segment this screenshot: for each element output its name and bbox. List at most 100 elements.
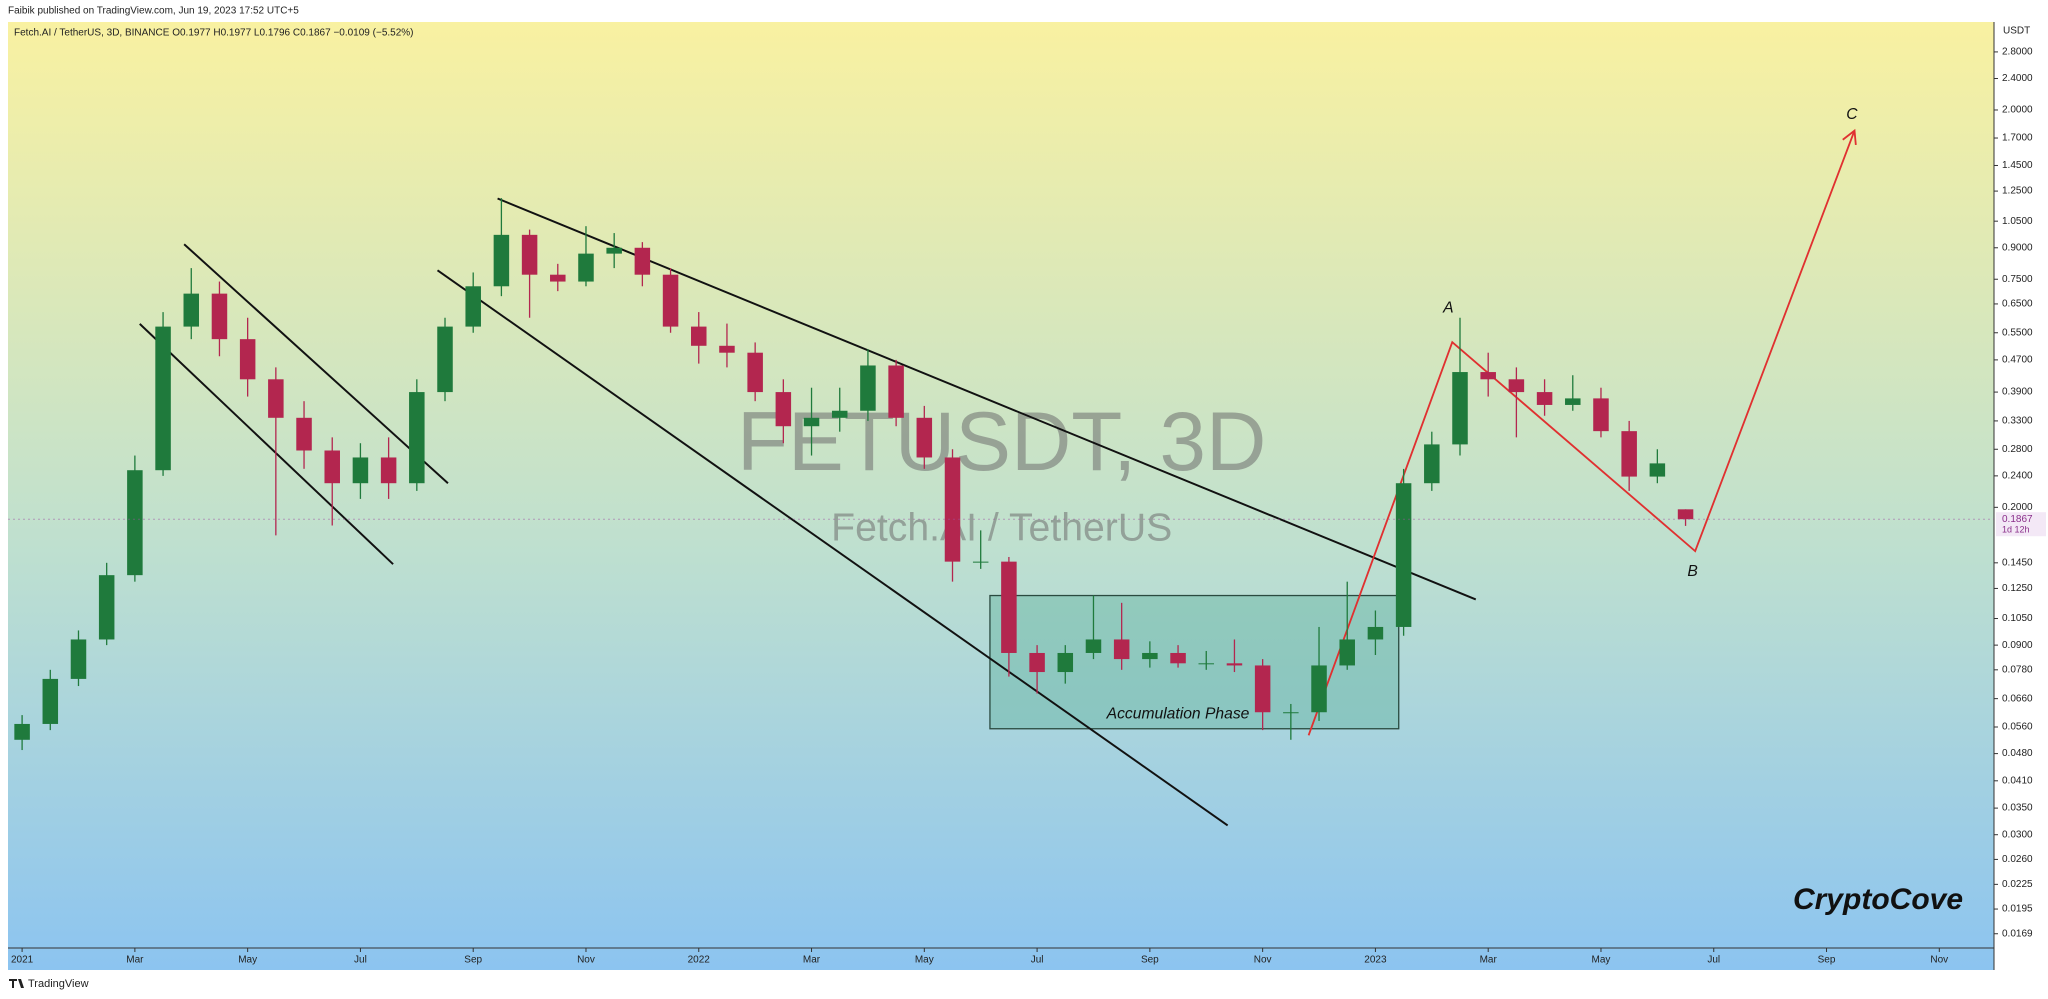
- candle-body: [296, 417, 312, 451]
- candle-body: [409, 392, 425, 484]
- y-tick-label: 1.0500: [2002, 216, 2033, 227]
- candle-body: [550, 274, 566, 282]
- candle-body: [1424, 444, 1440, 484]
- candle-body: [1536, 392, 1553, 405]
- x-tick-label: Mar: [1480, 955, 1498, 966]
- x-tick-label: Mar: [126, 955, 144, 966]
- y-tick-label: 0.6500: [2002, 299, 2033, 310]
- candle-body: [972, 561, 989, 563]
- x-tick-label: Mar: [803, 955, 821, 966]
- y-tick-label: 0.0900: [2002, 640, 2033, 651]
- candle-body: [1283, 712, 1299, 714]
- y-tick-label: 0.0260: [2002, 854, 2033, 865]
- zone-label: Accumulation Phase: [1106, 706, 1250, 723]
- publisher: Faibik published on TradingView.com, Jun…: [8, 6, 299, 17]
- x-tick-label: Sep: [1818, 955, 1836, 966]
- candle-body: [578, 253, 594, 282]
- signature: CryptoCove: [1793, 883, 1963, 916]
- candle-body: [465, 286, 481, 327]
- last-price-box: [1996, 512, 2046, 537]
- candle-body: [1311, 665, 1327, 713]
- x-tick-label: Sep: [464, 955, 482, 966]
- candle-body: [1565, 398, 1581, 405]
- y-tick-label: 0.2400: [2002, 471, 2033, 482]
- candle-body: [944, 457, 961, 562]
- arrow-head: [1842, 128, 1857, 146]
- brand: TradingView: [28, 978, 89, 990]
- candle-body: [634, 247, 651, 275]
- candle-body: [606, 247, 622, 254]
- candle-body: [127, 470, 143, 576]
- candle-body: [239, 339, 256, 380]
- trend-line: [139, 323, 394, 565]
- candle-body: [352, 457, 369, 484]
- last-price-label: 0.1867: [2002, 514, 2033, 525]
- candle-body: [1085, 639, 1102, 653]
- y-unit: USDT: [2003, 26, 2030, 37]
- y-tick-label: 0.2000: [2002, 502, 2033, 513]
- candle-body: [1001, 561, 1017, 653]
- candle-body: [803, 417, 820, 427]
- candle-body: [380, 457, 397, 484]
- y-tick-label: 0.1250: [2002, 583, 2033, 594]
- y-tick-label: 0.9000: [2002, 242, 2033, 253]
- candle-body: [1480, 372, 1496, 380]
- x-tick-label: May: [1592, 955, 1611, 966]
- trend-line: [183, 243, 449, 484]
- y-tick-label: 0.0225: [2002, 879, 2033, 890]
- x-tick-label: 2023: [1364, 955, 1387, 966]
- y-tick-label: 0.0480: [2002, 748, 2033, 759]
- candle-body: [183, 293, 200, 327]
- candle-body: [1452, 372, 1468, 445]
- candle-body: [1113, 639, 1130, 660]
- wave-label: C: [1846, 106, 1858, 123]
- y-tick-label: 1.2500: [2002, 186, 2033, 197]
- y-tick-label: 0.1450: [2002, 557, 2033, 568]
- y-tick-label: 0.1050: [2002, 613, 2033, 624]
- candle-body: [1142, 652, 1158, 660]
- candle-body: [1508, 379, 1525, 393]
- candle-body: [719, 345, 735, 353]
- x-tick-label: Jul: [1707, 955, 1720, 966]
- wave-label: A: [1442, 299, 1453, 316]
- y-tick-label: 0.0195: [2002, 904, 2033, 915]
- y-tick-label: 2.8000: [2002, 47, 2033, 58]
- candle-body: [155, 326, 171, 471]
- drawings: FETUSDT, 3D Fetch.AI / TetherUS A B C Ac…: [139, 106, 1963, 916]
- plot-background: [8, 22, 1994, 970]
- candle-body: [831, 410, 848, 418]
- y-tick-label: 0.0560: [2002, 722, 2033, 733]
- candle-body: [1029, 652, 1045, 673]
- candle-body: [860, 365, 876, 411]
- y-tick-label: 0.7500: [2002, 274, 2033, 285]
- candle-body: [493, 234, 510, 287]
- x-tick-label: Jul: [1031, 955, 1044, 966]
- footer-logo: TradingView: [9, 978, 89, 990]
- x-tick-label: Nov: [1254, 955, 1272, 966]
- candle-body: [1367, 626, 1384, 640]
- candle-body: [1339, 639, 1355, 666]
- candle-body: [70, 639, 87, 679]
- y-tick-label: 0.0300: [2002, 829, 2033, 840]
- logo: [9, 979, 24, 988]
- candle-body: [1198, 663, 1215, 665]
- x-tick-label: May: [915, 955, 934, 966]
- wave-path: [1307, 130, 1856, 736]
- y-tick-label: 0.0350: [2002, 803, 2033, 814]
- candle-body: [268, 379, 284, 418]
- candle-body: [747, 352, 763, 393]
- y-tick-label: 0.2800: [2002, 444, 2033, 455]
- candle-body: [916, 417, 933, 458]
- candle-body: [691, 326, 707, 346]
- y-tick-label: 2.4000: [2002, 73, 2033, 84]
- watermark-name: Fetch.AI / TetherUS: [831, 507, 1172, 550]
- candle-body: [1226, 663, 1243, 666]
- x-tick-label: May: [238, 955, 257, 966]
- y-tick-label: 0.0780: [2002, 664, 2033, 675]
- candle-body: [1649, 463, 1666, 477]
- watermark-symbol: FETUSDT, 3D: [737, 394, 1266, 488]
- y-tick-label: 1.7000: [2002, 133, 2033, 144]
- candle-body: [775, 392, 792, 427]
- y-tick-label: 0.5500: [2002, 327, 2033, 338]
- x-tick-label: 2021: [11, 955, 34, 966]
